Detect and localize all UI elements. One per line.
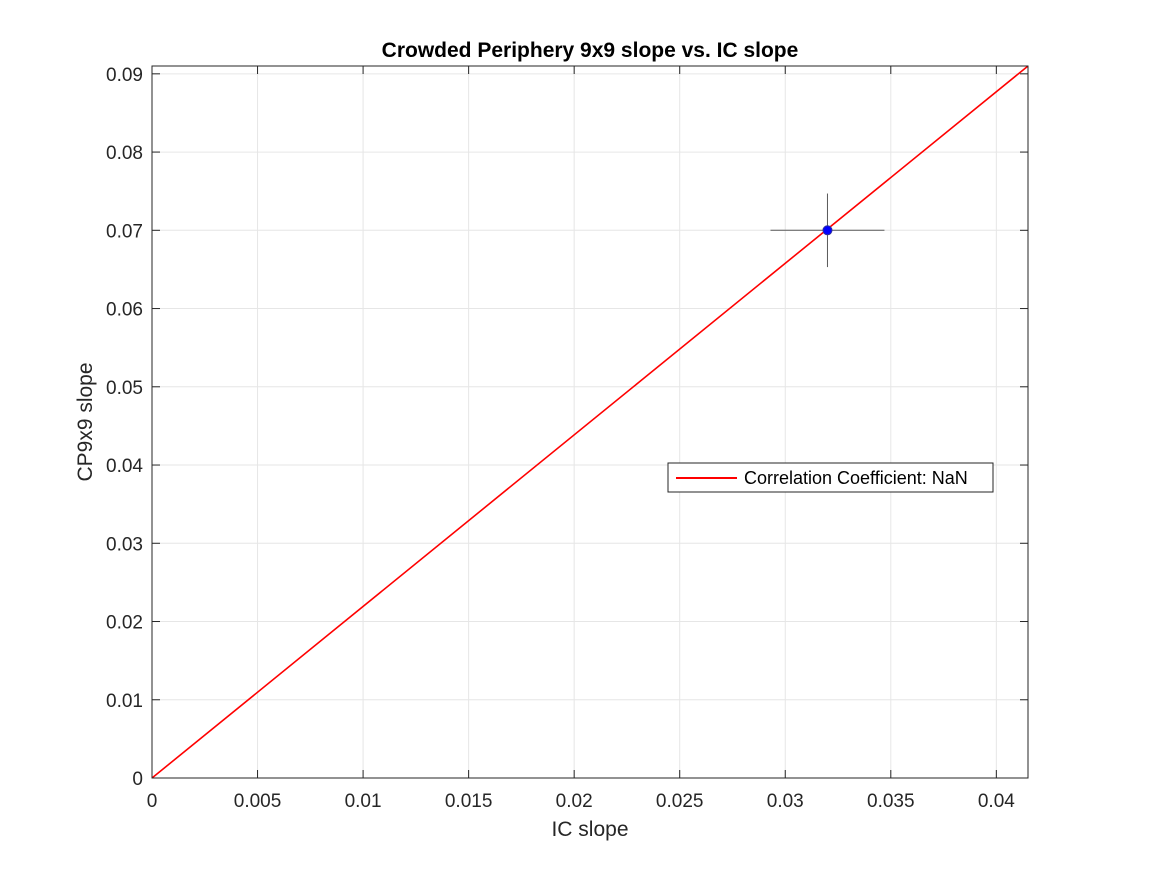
data-point (822, 225, 833, 236)
y-tick-label: 0.04 (106, 456, 143, 477)
y-tick-label: 0.07 (106, 221, 143, 242)
x-tick-label: 0.005 (234, 791, 282, 812)
legend-entry-label: Correlation Coefficient: NaN (744, 468, 968, 488)
x-axis-label: IC slope (551, 818, 628, 841)
fit-line (151, 65, 1029, 779)
x-tick-label: 0 (147, 791, 158, 812)
x-tick-label: 0.025 (656, 791, 704, 812)
x-tick-label: 0.03 (767, 791, 804, 812)
x-tick-label: 0.02 (556, 791, 593, 812)
y-tick-label: 0.01 (106, 691, 143, 712)
axis-ticks: 0 0.005 0.01 0.015 0.02 0.025 0.03 0.035 0.04 0 0.… (106, 65, 1028, 812)
legend: Correlation Coefficient: NaN (667, 462, 994, 493)
y-axis-label: CP9x9 slope (74, 362, 97, 481)
chart-title: Crowded Periphery 9x9 slope vs. IC slope (382, 39, 799, 62)
y-tick-label: 0.09 (106, 65, 143, 86)
x-tick-label: 0.015 (445, 791, 493, 812)
x-tick-label: 0.035 (867, 791, 915, 812)
y-tick-label: 0.02 (106, 613, 143, 634)
y-tick-label: 0.03 (106, 534, 143, 555)
y-tick-label: 0.08 (106, 143, 143, 164)
y-tick-label: 0.05 (106, 378, 143, 399)
y-tick-label: 0.06 (106, 300, 143, 321)
plot-area (151, 65, 1029, 779)
axes-box (151, 65, 1029, 779)
y-tick-label: 0 (132, 769, 143, 790)
x-tick-label: 0.01 (345, 791, 382, 812)
x-tick-label: 0.04 (978, 791, 1015, 812)
